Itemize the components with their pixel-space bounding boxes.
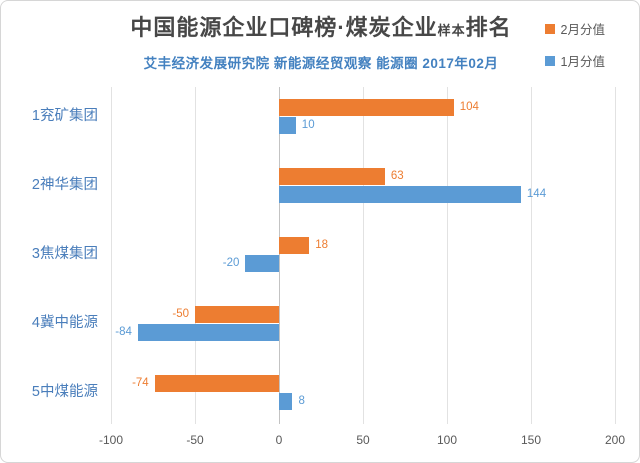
x-tick-label: 50	[356, 433, 370, 447]
bar-value-label: 63	[390, 170, 404, 182]
bar-value-label: -84	[115, 326, 132, 338]
legend-label-jan: 1月分值	[560, 55, 605, 69]
bar-jan	[279, 117, 296, 134]
x-tick-label: 200	[604, 433, 626, 447]
legend-marker-jan-icon	[544, 55, 555, 66]
x-tick-label: 100	[436, 433, 458, 447]
legend-label-feb: 2月分值	[560, 23, 605, 37]
chart-title: 中国能源企业口碑榜·煤炭企业样本排名	[1, 13, 639, 46]
bar-value-label: 144	[526, 188, 547, 200]
category-label: 2神华集团	[31, 177, 98, 193]
gridline	[531, 87, 532, 424]
x-tick-label: 0	[275, 433, 283, 447]
bar-feb	[195, 306, 279, 323]
bar-value-label: -74	[132, 377, 149, 389]
bar-jan	[279, 186, 521, 203]
category-label: 4冀中能源	[31, 315, 98, 331]
gridline	[111, 87, 112, 424]
chart-legend: 2月分值 1月分值	[544, 19, 605, 70]
chart-area: -100 -50 0 50 100 150 200 1兖矿集团 104 10 2神华集团 63 144 3…	[1, 87, 639, 462]
chart-subtitle: 艾丰经济发展研究院 新能源经贸观察 能源圈 2017年02月	[143, 56, 499, 71]
bar-value-label: 10	[301, 119, 315, 131]
legend-item-feb: 2月分值	[544, 19, 605, 38]
bar-jan	[279, 393, 293, 410]
bar-value-label: 104	[459, 101, 479, 113]
category-label: 5中煤能源	[31, 384, 98, 400]
bar-value-label: 18	[315, 239, 329, 251]
gridline	[447, 87, 448, 424]
chart-title-small: 样本	[437, 23, 466, 38]
gridline	[195, 87, 196, 424]
bar-value-label: -20	[222, 257, 240, 269]
x-tick-label: -50	[186, 433, 204, 447]
bar-jan	[245, 255, 279, 272]
legend-item-jan: 1月分值	[544, 51, 605, 70]
legend-marker-feb-icon	[544, 23, 555, 34]
bar-value-label: -50	[172, 308, 189, 320]
axis-zero-line	[279, 87, 280, 424]
bar-feb	[279, 168, 385, 185]
gridline	[615, 87, 616, 424]
gridline	[363, 87, 364, 424]
bar-feb	[279, 99, 454, 116]
chart-title-suffix: 排名	[465, 15, 512, 40]
category-label: 1兖矿集团	[31, 108, 98, 124]
x-tick-label: 150	[520, 433, 542, 447]
bar-feb	[279, 237, 310, 254]
bar-jan	[137, 324, 279, 341]
x-tick-label: -100	[98, 433, 124, 447]
bar-feb	[154, 375, 279, 392]
chart-title-main: 中国能源企业口碑榜·煤炭企业	[130, 15, 438, 40]
category-label: 3焦煤集团	[31, 246, 98, 262]
bar-value-label: 8	[298, 395, 305, 407]
chart-header: 中国能源企业口碑榜·煤炭企业样本排名 艾丰经济发展研究院 新能源经贸观察 能源圈…	[1, 13, 639, 72]
